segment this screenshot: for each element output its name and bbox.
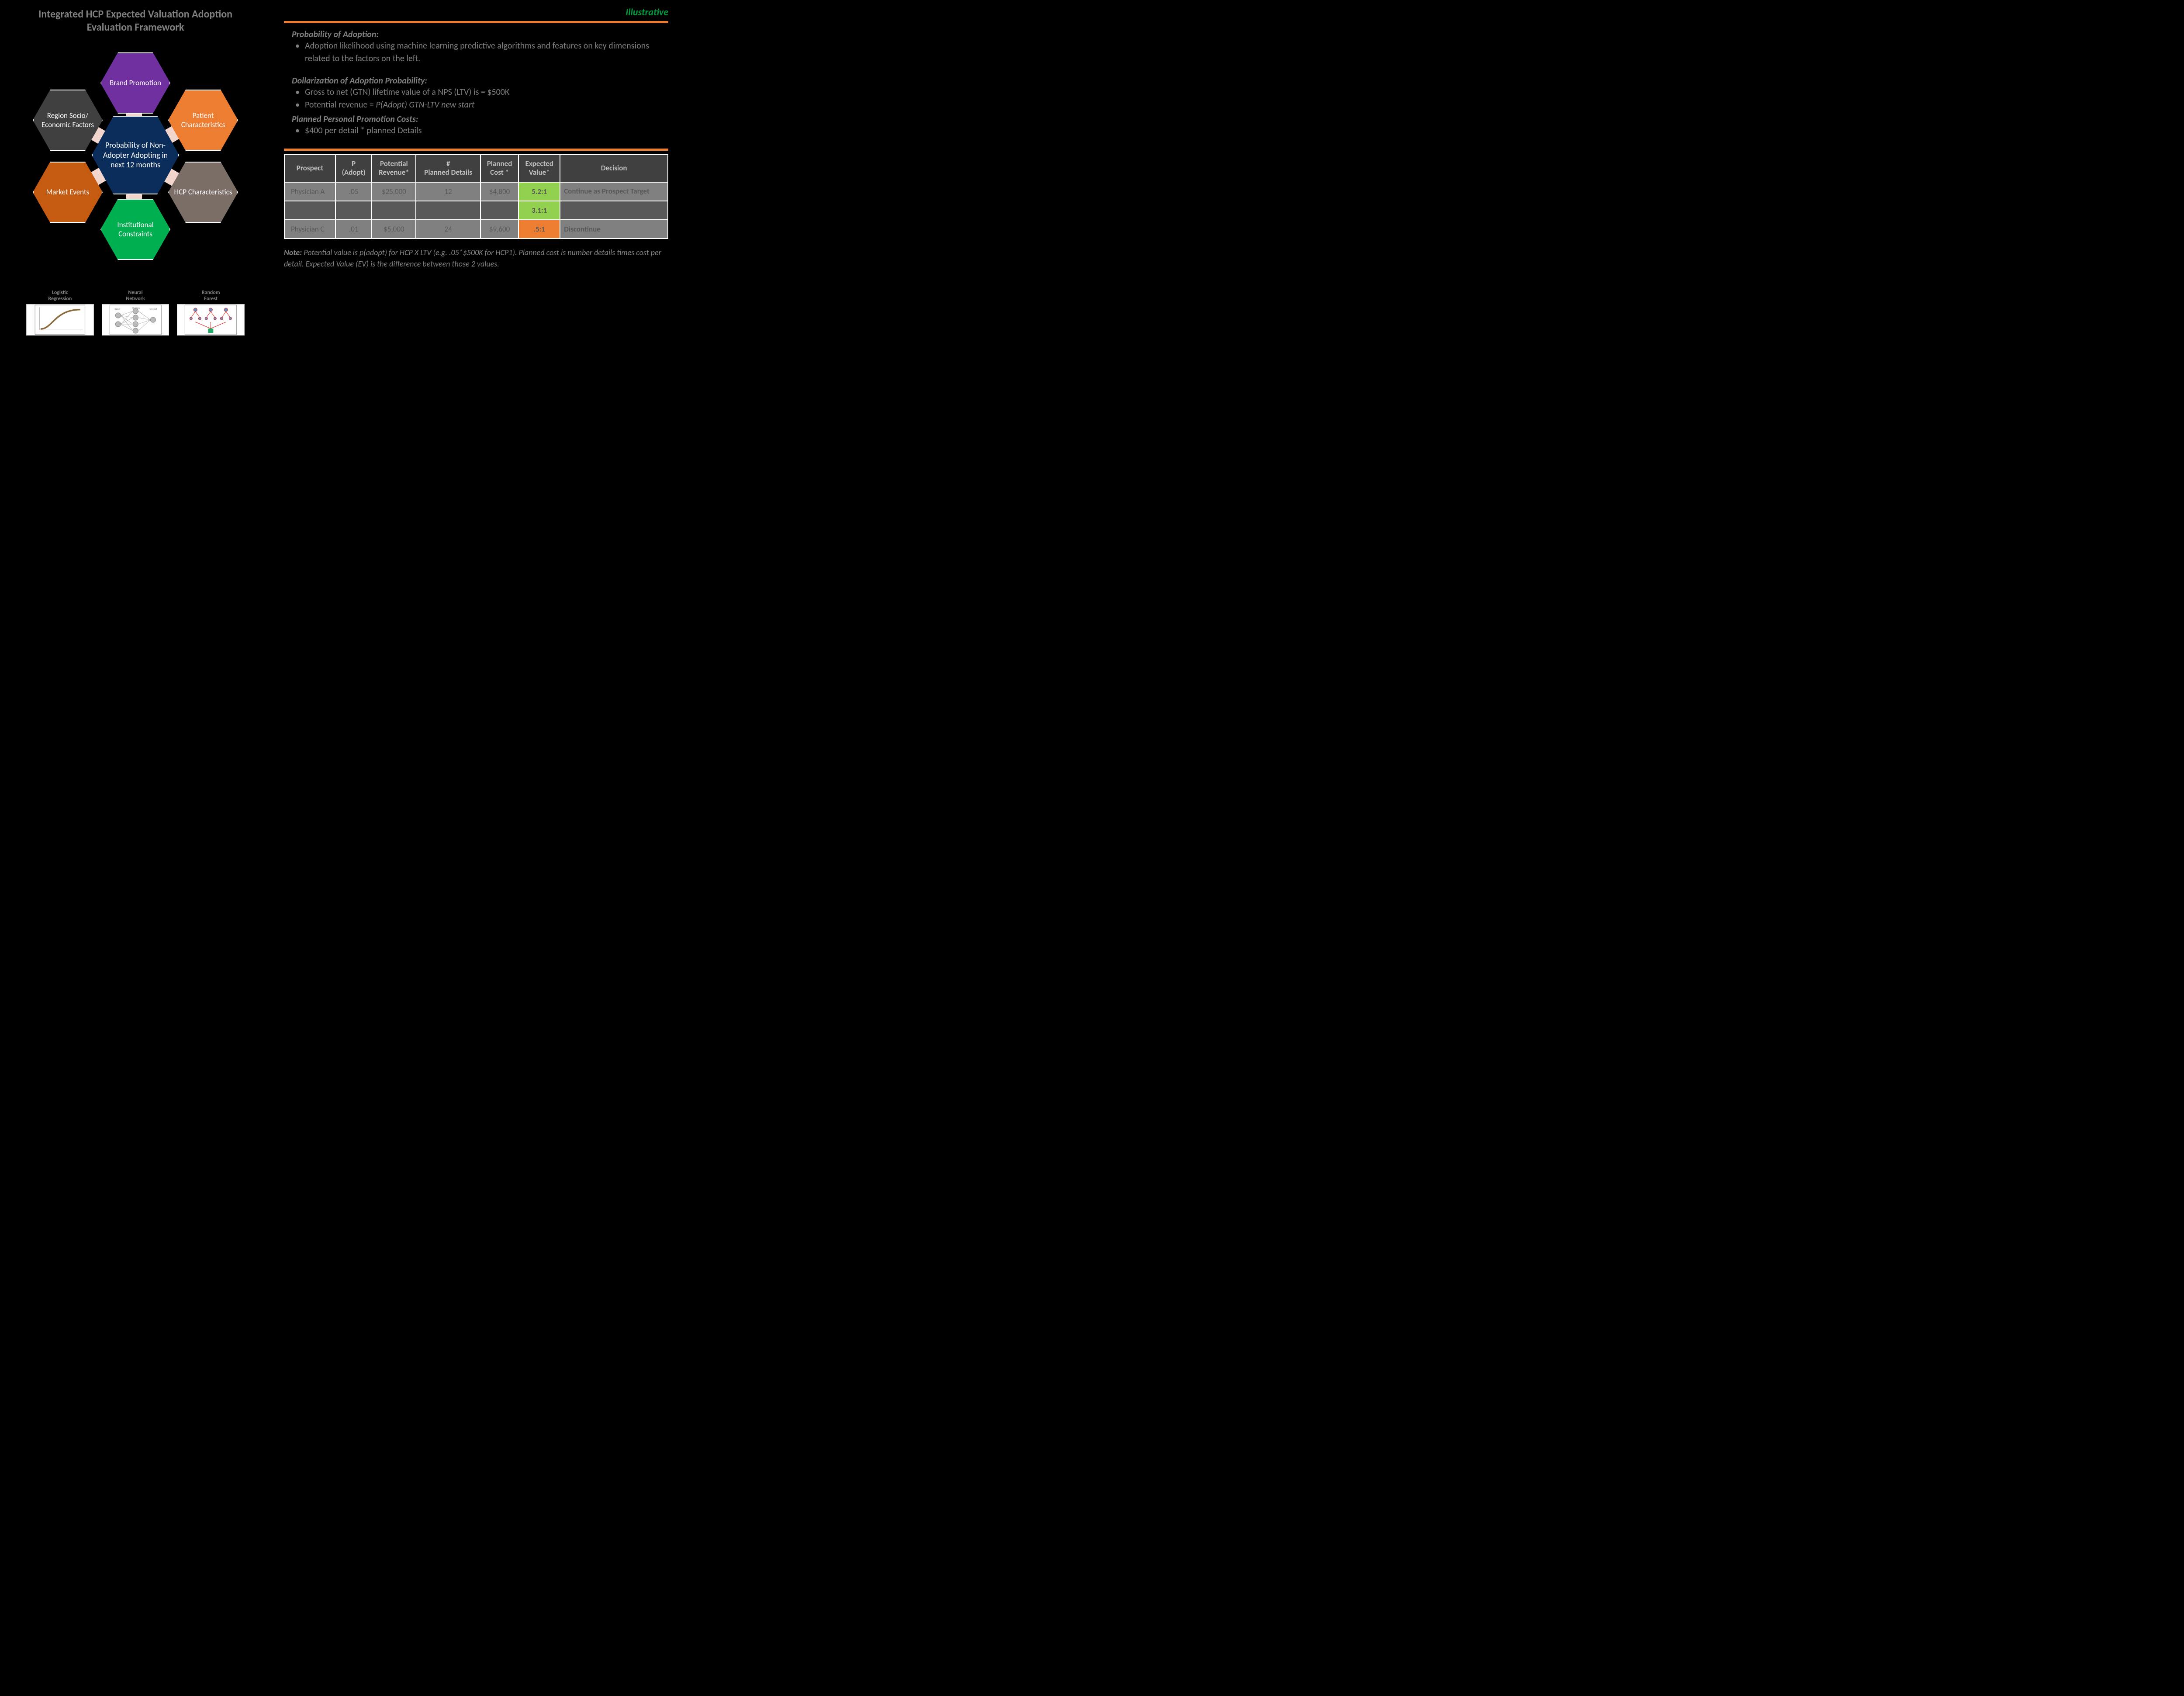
dollar-bullet-2-formula: P(Adopt) GTN-LTV new start <box>376 100 474 110</box>
cell-rev: $5,000 <box>372 220 416 239</box>
hex-patient: Patient Characteristics <box>168 90 238 151</box>
prob-bullet: Adoption likelihood using machine learni… <box>292 40 664 65</box>
divider-bar-mid <box>284 149 668 151</box>
model-forest: RandomForest <box>177 290 245 336</box>
explanation-panel: Illustrative Probability of Adoption: Ad… <box>284 0 677 339</box>
cell-ev: .5:1 <box>518 220 560 239</box>
model-label: RandomForest <box>177 290 245 302</box>
model-thumb-forest <box>177 304 245 336</box>
illustrative-badge: Illustrative <box>625 6 668 18</box>
footnote: Note: Potential value is p(adopt) for HC… <box>284 247 668 270</box>
cell-prospect: Physician B <box>284 201 335 220</box>
cell-cost: $4,800 <box>480 182 518 201</box>
model-nn: NeuralNetwork InputHiddenOutput <box>102 290 169 336</box>
framework-panel: Integrated HCP Expected Valuation Adopti… <box>0 0 262 339</box>
table-col-4: PlannedCost * <box>480 155 518 182</box>
svg-text:Input: Input <box>114 307 120 311</box>
cell-ev: 3.1:1 <box>518 201 560 220</box>
cell-prospect: Physician A <box>284 182 335 201</box>
table-col-3: #Planned Details <box>416 155 480 182</box>
cell-p: .01 <box>335 220 372 239</box>
framework-title: Integrated HCP Expected Valuation Adopti… <box>17 0 253 34</box>
expected-value-table: ProspectP(Adopt)PotentialRevenue*#Planne… <box>284 154 668 239</box>
table-col-5: ExpectedValue* <box>518 155 560 182</box>
cell-details: 24 <box>416 220 480 239</box>
table-col-6: Decision <box>560 155 668 182</box>
table-row: Physician A.05$25,00012$4,8005.2:1Contin… <box>284 182 668 201</box>
table-header-row: ProspectP(Adopt)PotentialRevenue*#Planne… <box>284 155 668 182</box>
hex-region: Region Socio/ Economic Factors <box>33 90 103 151</box>
cell-rev: $25,000 <box>372 182 416 201</box>
cell-dec: Discontinue <box>560 220 668 239</box>
cell-dec: Continue as Prospect Target <box>560 201 668 220</box>
hex-market: Market Events <box>33 162 103 223</box>
cell-ev: 5.2:1 <box>518 182 560 201</box>
cell-prospect: Physician C <box>284 220 335 239</box>
dollar-bullet-2: Potential revenue = P(Adopt) GTN-LTV new… <box>292 99 664 111</box>
table-col-2: PotentialRevenue* <box>372 155 416 182</box>
ml-models-row: LogisticRegression NeuralNetwork InputHidd… <box>26 290 245 336</box>
hex-inst: Institutional Constraints <box>100 199 170 260</box>
hex-hcp: HCP Characteristics <box>168 162 238 223</box>
cell-cost: $9,600 <box>480 220 518 239</box>
table-col-1: P(Adopt) <box>335 155 372 182</box>
model-label: LogisticRegression <box>26 290 94 302</box>
model-thumb-nn: InputHiddenOutput <box>102 304 169 336</box>
cost-heading: Planned Personal Promotion Costs: <box>292 114 664 125</box>
dollar-bullet-1: Gross to net (GTN) lifetime value of a N… <box>292 86 664 99</box>
model-label: NeuralNetwork <box>102 290 169 302</box>
table-row: Physician C.01$5,00024$9,600.5:1Disconti… <box>284 220 668 239</box>
divider-bar-top <box>284 21 668 23</box>
footnote-label: Note: <box>284 248 302 257</box>
cell-rev: $15,000 <box>372 201 416 220</box>
table-col-0: Prospect <box>284 155 335 182</box>
descriptions-block: Probability of Adoption: Adoption likeli… <box>284 29 668 137</box>
footnote-text: Potential value is p(adopt) for HCP X LT… <box>284 248 661 269</box>
cell-dec: Continue as Prospect Target <box>560 182 668 201</box>
cell-cost: $4,800 <box>480 201 518 220</box>
hex-brand: Brand Promotion <box>100 52 170 114</box>
svg-text:Output: Output <box>149 307 157 311</box>
model-thumb-sigmoid <box>26 304 94 336</box>
cell-p: .05 <box>335 182 372 201</box>
hex-center: Probability of Non-Adopter Adopting in n… <box>92 116 179 194</box>
prob-heading: Probability of Adoption: <box>292 29 664 40</box>
dollar-bullet-2-prefix: Potential revenue = <box>305 100 376 110</box>
table-row: Physician B.03$15,00012$4,8003.1:1Contin… <box>284 201 668 220</box>
dollar-heading: Dollarization of Adoption Probability: <box>292 76 664 86</box>
model-sigmoid: LogisticRegression <box>26 290 94 336</box>
cell-details: 12 <box>416 182 480 201</box>
cell-p: .03 <box>335 201 372 220</box>
cell-details: 12 <box>416 201 480 220</box>
hex-diagram: Brand PromotionPatient Characteristics HC… <box>17 39 253 280</box>
cost-bullet: $400 per detail * planned Details <box>292 125 664 137</box>
